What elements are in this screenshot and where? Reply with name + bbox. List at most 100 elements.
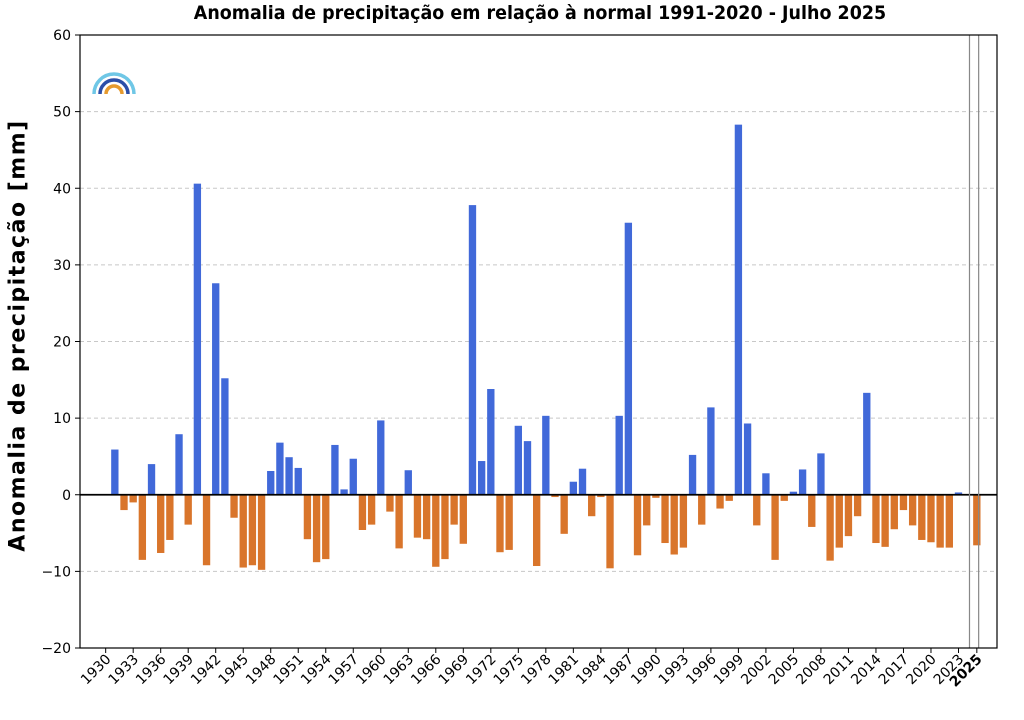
bar bbox=[349, 458, 357, 495]
bar bbox=[468, 205, 477, 495]
bar bbox=[725, 494, 733, 501]
y-tick-label: 30 bbox=[53, 258, 71, 274]
bar bbox=[202, 494, 211, 566]
bar bbox=[771, 494, 779, 560]
bar bbox=[936, 494, 944, 548]
bar bbox=[633, 494, 642, 556]
logo-icon bbox=[92, 72, 136, 95]
bar bbox=[532, 494, 541, 567]
x-tick-label: 1930 bbox=[78, 652, 115, 689]
y-tick-label: 0 bbox=[62, 488, 71, 504]
bar bbox=[743, 423, 752, 495]
bar bbox=[551, 494, 559, 498]
x-tick-label: 1942 bbox=[188, 652, 225, 689]
x-tick-label: 1936 bbox=[133, 651, 170, 688]
x-tick-label: 1933 bbox=[105, 652, 142, 689]
bar bbox=[331, 444, 339, 495]
bar bbox=[908, 494, 917, 526]
x-tick-label: 1999 bbox=[711, 652, 748, 689]
bar bbox=[422, 494, 431, 540]
bar bbox=[808, 494, 816, 527]
bar bbox=[111, 449, 119, 495]
x-tick-label: 2005 bbox=[766, 652, 803, 689]
bar bbox=[441, 494, 449, 560]
bar bbox=[303, 494, 312, 540]
bar bbox=[954, 492, 963, 495]
x-tick-label: 1969 bbox=[436, 652, 473, 689]
bar bbox=[569, 481, 578, 495]
x-tick-label: 1963 bbox=[381, 652, 418, 689]
bar bbox=[230, 494, 238, 518]
bar bbox=[762, 473, 770, 495]
bar bbox=[248, 494, 257, 566]
bar bbox=[698, 494, 706, 525]
x-tick-label: 1954 bbox=[298, 651, 335, 688]
x-tick-label: 2011 bbox=[821, 652, 858, 689]
bar bbox=[138, 494, 147, 560]
bar bbox=[294, 467, 302, 495]
x-tick-label: 1951 bbox=[271, 652, 308, 689]
bar bbox=[377, 420, 385, 495]
bar bbox=[312, 494, 321, 563]
y-tick-label: 10 bbox=[53, 411, 71, 427]
bar bbox=[826, 494, 834, 561]
x-tick-label: 2008 bbox=[793, 652, 830, 689]
chart-title: Anomalia de precipitação em relação à no… bbox=[193, 2, 887, 24]
bar bbox=[395, 494, 403, 549]
y-tick-label: 50 bbox=[53, 105, 71, 121]
bar bbox=[899, 494, 908, 511]
bar bbox=[844, 494, 853, 537]
x-tick-label: 1981 bbox=[546, 652, 583, 689]
bar bbox=[221, 378, 229, 495]
bar bbox=[450, 494, 458, 525]
bar bbox=[560, 494, 568, 534]
bar bbox=[652, 494, 660, 498]
x-tick-label: 1966 bbox=[408, 651, 445, 688]
bar bbox=[239, 494, 247, 568]
bar bbox=[514, 425, 522, 495]
bar bbox=[872, 494, 880, 544]
bar bbox=[927, 494, 935, 543]
x-tick-label: 1984 bbox=[573, 651, 610, 688]
bar bbox=[340, 489, 348, 495]
bar bbox=[615, 415, 623, 495]
x-tick-label: 1978 bbox=[518, 652, 555, 689]
bar bbox=[945, 494, 953, 548]
bar bbox=[734, 124, 743, 495]
bar bbox=[505, 494, 513, 550]
bar bbox=[404, 470, 412, 495]
bar bbox=[129, 494, 137, 503]
bar bbox=[835, 494, 843, 548]
y-tick-label: −10 bbox=[41, 564, 71, 580]
bar bbox=[257, 494, 266, 570]
x-tick-label: 1972 bbox=[463, 652, 500, 689]
bar bbox=[322, 494, 330, 560]
y-tick-label: −20 bbox=[41, 641, 71, 657]
x-tick-label: 2014 bbox=[848, 651, 885, 688]
x-tick-label: 1990 bbox=[628, 652, 665, 689]
x-tick-label: 1939 bbox=[161, 652, 198, 689]
x-tick-label: 1975 bbox=[491, 652, 528, 689]
x-tick-label: 2020 bbox=[903, 652, 940, 689]
x-tick-label: 1993 bbox=[656, 652, 693, 689]
x-tick-label: 1960 bbox=[353, 652, 390, 689]
bar bbox=[578, 468, 587, 495]
y-tick-label: 20 bbox=[53, 335, 71, 351]
x-tick-label: 1987 bbox=[601, 652, 638, 689]
x-tick-label: 1957 bbox=[326, 652, 363, 689]
bar bbox=[285, 457, 293, 495]
bar bbox=[716, 494, 724, 509]
bar bbox=[487, 389, 495, 495]
bar bbox=[973, 494, 981, 546]
bar bbox=[432, 494, 440, 567]
bar bbox=[166, 494, 174, 540]
bar bbox=[890, 494, 898, 530]
bar bbox=[863, 392, 871, 495]
bar bbox=[496, 494, 504, 553]
bar bbox=[606, 494, 614, 569]
bar bbox=[670, 494, 678, 555]
bar bbox=[413, 494, 422, 538]
bar bbox=[459, 494, 467, 544]
bar bbox=[386, 494, 394, 512]
